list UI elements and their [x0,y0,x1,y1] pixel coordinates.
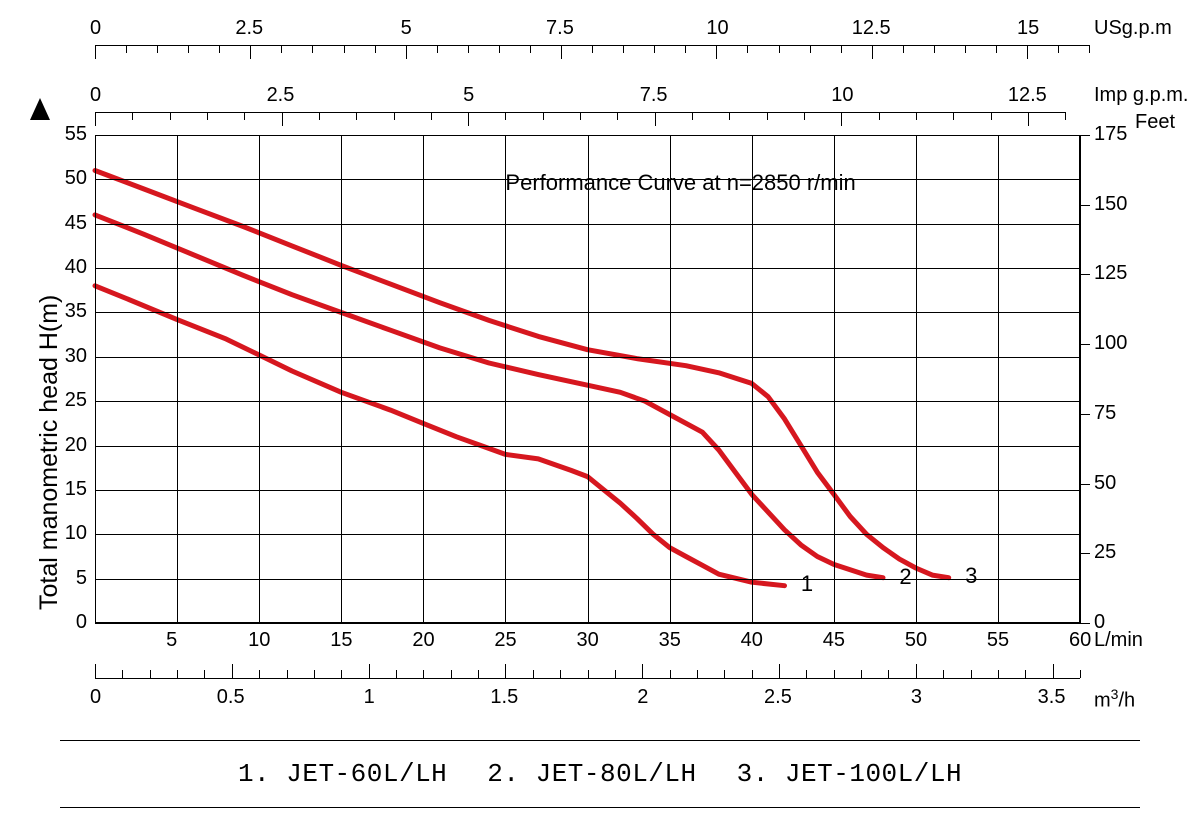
y-right-tick-label: 150 [1094,193,1127,216]
curve-3 [95,171,949,578]
x-m3h-tick-label: 0.5 [217,686,245,709]
y-right-tick-label: 100 [1094,332,1127,355]
x-usgpm-tick-label: 2.5 [235,17,263,40]
x-usgpm-tick-label: 5 [401,17,412,40]
x-lmin-tick-label: 15 [330,629,352,652]
x-usgpm-tick-label: 12.5 [852,17,891,40]
x-lmin-tick-label: 35 [659,629,681,652]
x-usgpm-unit: USg.p.m [1094,17,1172,40]
x-lmin-tick-label: 25 [494,629,516,652]
y-axis-arrow-icon [30,98,50,120]
x-lmin-tick-label: 60 [1069,629,1091,652]
x-lmin-tick-label: 10 [248,629,270,652]
y-left-tick-label: 40 [65,256,87,279]
y-left-tick-label: 35 [65,300,87,323]
y-left-tick-label: 50 [65,167,87,190]
x-impgpm-tick-label: 12.5 [1008,84,1047,107]
y-right-tick-label: 125 [1094,262,1127,285]
y-right-tick-label: 75 [1094,402,1116,425]
y-left-tick-label: 10 [65,522,87,545]
x-impgpm-tick-label: 5 [463,84,474,107]
x-impgpm-tick-label: 2.5 [267,84,295,107]
chart-stage: Total manometric head H(m) Performance C… [0,0,1200,720]
legend-item-1: 1. JET-60L/LH [238,759,447,789]
x-usgpm-tick-label: 15 [1017,17,1039,40]
x-m3h-tick-label: 2 [637,686,648,709]
x-usgpm-tick-label: 7.5 [546,17,574,40]
x-usgpm-tick-label: 0 [90,17,101,40]
y-right-tick-label: 175 [1094,123,1127,146]
legend-item-3: 3. JET-100L/LH [737,759,962,789]
x-m3h-unit: m3/h [1094,686,1135,713]
y-left-tick-label: 5 [76,567,87,590]
y-left-tick-label: 55 [65,123,87,146]
legend-item-2: 2. JET-80L/LH [487,759,696,789]
x-lmin-tick-label: 40 [741,629,763,652]
y-left-tick-label: 0 [76,611,87,634]
x-usgpm-tick-label: 10 [706,17,728,40]
x-lmin-tick-label: 55 [987,629,1009,652]
curve-label-3: 3 [965,563,977,589]
x-m3h-tick-label: 2.5 [764,686,792,709]
y-right-tick-label: 50 [1094,472,1116,495]
curve-label-2: 2 [899,564,911,590]
plot-area: Performance Curve at n=2850 r/min 123 [95,135,1080,623]
x-m3h-tick-label: 3 [911,686,922,709]
y-right-tick-label: 25 [1094,541,1116,564]
y-left-tick-label: 15 [65,478,87,501]
y-left-tick-label: 25 [65,389,87,412]
x-m3h-tick-label: 0 [90,686,101,709]
curve-1 [95,286,785,586]
x-lmin-tick-label: 5 [166,629,177,652]
legend-row: 1. JET-60L/LH 2. JET-80L/LH 3. JET-100L/LH [60,741,1140,807]
legend-footer: 1. JET-60L/LH 2. JET-80L/LH 3. JET-100L/LH [60,740,1140,808]
y-axis-title: Total manometric head H(m) [35,295,64,610]
y-right-unit: Feet [1135,111,1175,134]
x-m3h-tick-label: 1 [364,686,375,709]
y-left-tick-label: 45 [65,212,87,235]
x-impgpm-tick-label: 0 [90,84,101,107]
x-m3h-tick-label: 3.5 [1038,686,1066,709]
y-left-tick-label: 20 [65,434,87,457]
x-m3h-tick-label: 1.5 [490,686,518,709]
y-left-tick-label: 30 [65,345,87,368]
x-lmin-tick-label: 50 [905,629,927,652]
x-lmin-tick-label: 20 [412,629,434,652]
x-lmin-unit: L/min [1094,629,1143,652]
x-lmin-tick-label: 30 [577,629,599,652]
x-impgpm-unit: Imp g.p.m. [1094,84,1188,107]
x-impgpm-tick-label: 7.5 [640,84,668,107]
curve-label-1: 1 [801,571,813,597]
x-impgpm-tick-label: 10 [831,84,853,107]
x-lmin-tick-label: 45 [823,629,845,652]
